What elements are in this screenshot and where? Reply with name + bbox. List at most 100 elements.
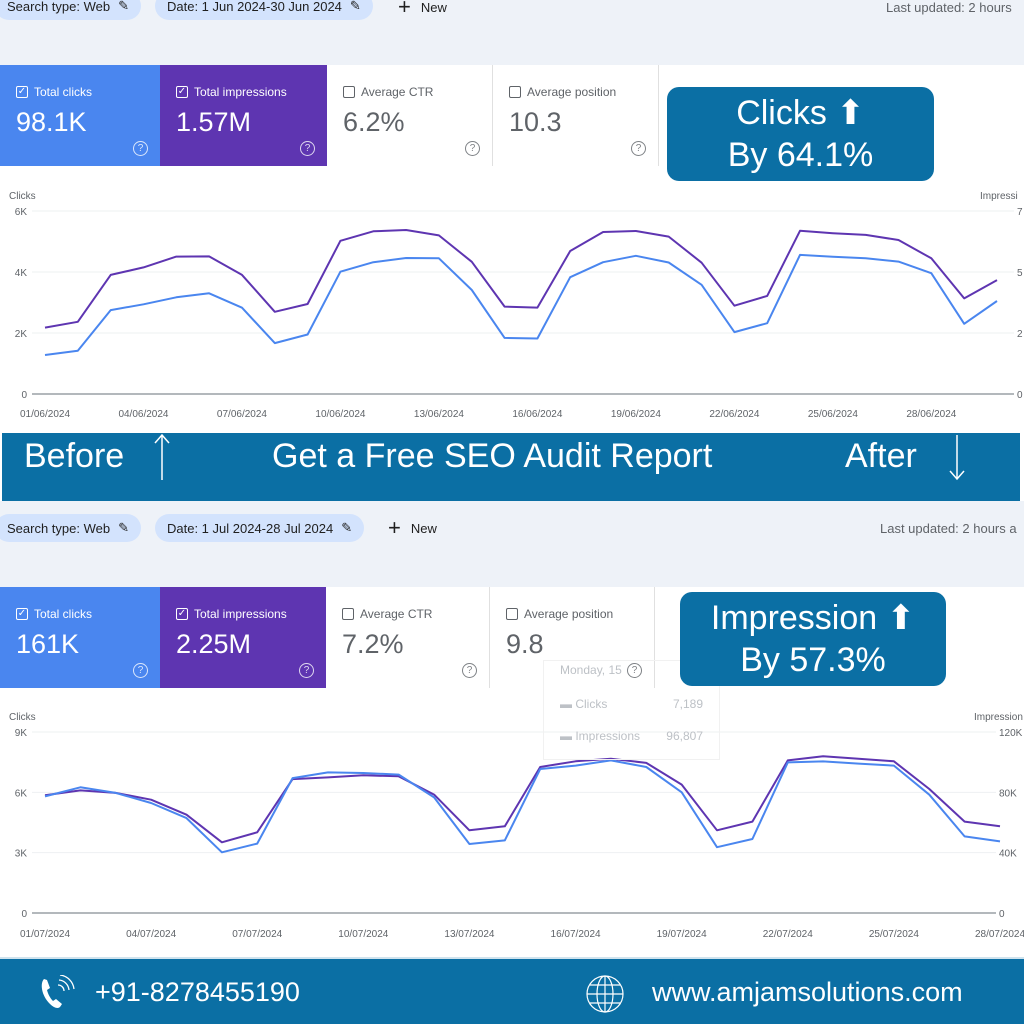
phone-number[interactable]: +91-8278455190 bbox=[95, 977, 300, 1007]
chart-before: Clicks Impressi 0 0 2K 2 4K 5 6K 7 01/06/2024 04/06… bbox=[9, 191, 1023, 420]
help-icon[interactable]: ? bbox=[462, 663, 477, 678]
metric-label: ✓ Total clicks bbox=[16, 85, 144, 99]
right-axis-title: Impression bbox=[974, 712, 1023, 723]
metric-value: 98.1K bbox=[16, 107, 87, 137]
metric-name: Average CTR bbox=[361, 85, 434, 99]
help-icon[interactable]: ? bbox=[133, 141, 148, 156]
search-type-chip[interactable]: Search type: Web ✎ bbox=[0, 0, 141, 20]
arrow-down-icon bbox=[949, 435, 965, 481]
x-tick-label: 22/06/2024 bbox=[709, 409, 759, 420]
chart-tooltip-ghost: Monday, 15 ▬ Clicks 7,189 ▬ Impressions … bbox=[543, 660, 720, 760]
x-tick-label: 07/07/2024 bbox=[232, 929, 282, 940]
metric-card-average-ctr[interactable]: Average CTR 6.2% ? bbox=[327, 65, 493, 166]
metric-name: Average position bbox=[527, 85, 617, 99]
right-tick-label: 2 bbox=[1017, 329, 1023, 340]
checkbox-checked-icon[interactable]: ✓ bbox=[16, 608, 28, 620]
series-line-clicks bbox=[44, 759, 1001, 854]
plus-icon: + bbox=[398, 0, 411, 19]
metric-card-total-impressions[interactable]: ✓ Total impressions 1.57M ? bbox=[160, 65, 327, 166]
impressions-growth-badge: Impression ⬆ By 57.3% bbox=[680, 592, 946, 686]
series-line-clicks bbox=[44, 253, 998, 356]
right-tick-label: 120K bbox=[999, 728, 1023, 739]
arrow-up-icon: ⬆ bbox=[877, 599, 916, 637]
new-filter-button[interactable]: + New bbox=[398, 0, 447, 20]
checkbox-icon[interactable] bbox=[342, 608, 354, 620]
metric-card-average-position[interactable]: Average position 9.8 ? bbox=[490, 587, 655, 688]
right-tick-label: 40K bbox=[999, 849, 1017, 860]
metric-label: ✓ Total impressions bbox=[176, 607, 310, 621]
tooltip-date: Monday, 15 bbox=[560, 663, 622, 677]
metric-card-total-impressions[interactable]: ✓ Total impressions 2.25M ? bbox=[160, 587, 326, 688]
metric-value: 10.3 bbox=[509, 107, 562, 137]
metric-card-total-clicks[interactable]: ✓ Total clicks 98.1K ? bbox=[0, 65, 160, 166]
tooltip-clicks-value: 7,189 bbox=[672, 697, 703, 711]
website-link[interactable]: www.amjamsolutions.com bbox=[652, 977, 963, 1007]
x-tick-label: 01/06/2024 bbox=[20, 409, 70, 420]
series-line-impressions bbox=[44, 755, 1001, 844]
x-tick-label: 10/06/2024 bbox=[315, 409, 365, 420]
help-icon[interactable]: ? bbox=[465, 141, 480, 156]
help-icon[interactable]: ? bbox=[133, 663, 148, 678]
x-tick-label: 13/07/2024 bbox=[444, 929, 494, 940]
chip-label: Date: 1 Jun 2024-30 Jun 2024 bbox=[167, 0, 342, 14]
checkbox-checked-icon[interactable]: ✓ bbox=[176, 608, 188, 620]
right-tick-label: 5 bbox=[1017, 268, 1023, 279]
edit-icon: ✎ bbox=[349, 0, 361, 13]
metric-card-total-clicks[interactable]: ✓ Total clicks 161K ? bbox=[0, 587, 160, 688]
x-tick-label: 13/06/2024 bbox=[414, 409, 464, 420]
x-tick-label: 28/06/2024 bbox=[906, 409, 956, 420]
checkbox-icon[interactable] bbox=[509, 86, 521, 98]
x-tick-label: 10/07/2024 bbox=[338, 929, 388, 940]
last-updated: Last updated: 2 hours bbox=[886, 0, 1012, 15]
x-tick-label: 16/06/2024 bbox=[512, 409, 562, 420]
chip-label: Search type: Web bbox=[7, 520, 111, 536]
x-tick-label: 04/06/2024 bbox=[118, 409, 168, 420]
chip-label: Date: 1 Jul 2024-28 Jul 2024 bbox=[167, 520, 334, 536]
tooltip-clicks-label: ▬ Clicks bbox=[560, 697, 608, 711]
checkbox-checked-icon[interactable]: ✓ bbox=[16, 86, 28, 98]
globe-icon bbox=[586, 975, 624, 1013]
arrow-up-icon bbox=[154, 433, 170, 480]
right-axis-title: Impressi bbox=[980, 191, 1018, 202]
before-label: Before bbox=[24, 437, 125, 475]
tooltip-impressions-label: ▬ Impressions bbox=[560, 729, 641, 743]
x-tick-label: 28/07/2024 bbox=[975, 929, 1024, 940]
help-icon[interactable]: ? bbox=[627, 663, 642, 678]
metric-name: Total clicks bbox=[34, 607, 93, 621]
metric-name: Total clicks bbox=[34, 85, 93, 99]
metric-value: 7.2% bbox=[342, 629, 404, 659]
metric-label: Average CTR bbox=[342, 607, 473, 621]
search-type-chip[interactable]: Search type: Web ✎ bbox=[0, 514, 141, 542]
metric-name: Total impressions bbox=[194, 85, 287, 99]
x-tick-label: 01/07/2024 bbox=[20, 929, 70, 940]
new-filter-button[interactable]: + New bbox=[388, 514, 437, 542]
x-tick-label: 07/06/2024 bbox=[217, 409, 267, 420]
right-tick-label: 7 bbox=[1017, 207, 1023, 218]
badge-value: By 57.3% bbox=[740, 641, 886, 679]
checkbox-icon[interactable] bbox=[506, 608, 518, 620]
date-chip[interactable]: Date: 1 Jun 2024-30 Jun 2024 ✎ bbox=[155, 0, 373, 20]
help-icon[interactable]: ? bbox=[631, 141, 646, 156]
edit-icon: ✎ bbox=[118, 520, 129, 535]
checkbox-checked-icon[interactable]: ✓ bbox=[176, 86, 188, 98]
left-tick-label: 6K bbox=[15, 788, 28, 799]
metric-card-average-ctr[interactable]: Average CTR 7.2% ? bbox=[326, 587, 490, 688]
badge-value: By 64.1% bbox=[727, 136, 874, 174]
left-tick-label: 6K bbox=[15, 207, 28, 218]
help-icon[interactable]: ? bbox=[300, 141, 315, 156]
edit-icon: ✎ bbox=[341, 520, 353, 535]
metric-value: 2.25M bbox=[176, 629, 252, 659]
before-filter-bar bbox=[0, 0, 1024, 65]
cta-banner[interactable]: Before Get a Free SEO Audit Report After bbox=[2, 433, 1020, 501]
new-label: New bbox=[410, 520, 437, 536]
date-chip[interactable]: Date: 1 Jul 2024-28 Jul 2024 ✎ bbox=[155, 514, 365, 542]
plus-icon: + bbox=[388, 515, 401, 540]
series-line-impressions bbox=[44, 229, 998, 329]
metric-card-average-position[interactable]: Average position 10.3 ? bbox=[493, 65, 659, 166]
cta-text: Get a Free SEO Audit Report bbox=[272, 437, 713, 475]
checkbox-icon[interactable] bbox=[343, 86, 355, 98]
x-tick-label: 25/06/2024 bbox=[808, 409, 858, 420]
help-icon[interactable]: ? bbox=[299, 663, 314, 678]
chart-after: Clicks Impression 0 0 3K 40K 6K 80K 9K 120K 01/07/… bbox=[9, 712, 1024, 940]
left-tick-label: 0 bbox=[21, 390, 27, 401]
